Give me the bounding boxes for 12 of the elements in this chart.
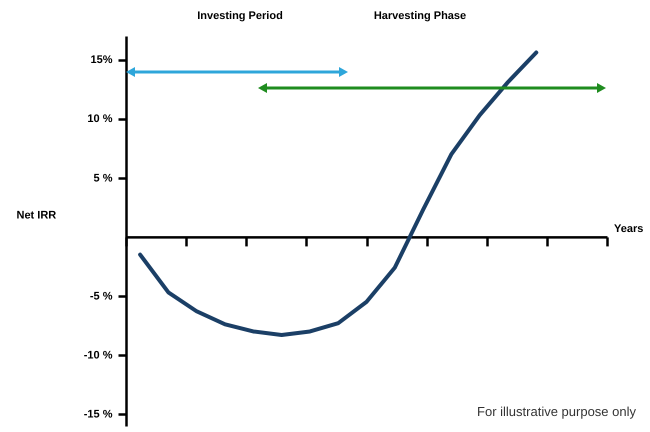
text: Investing Period [197,10,283,22]
y-tick-label: 10 % [87,113,113,126]
text: Harvesting Phase [374,10,466,22]
y-tick-label: -15 % [84,408,113,421]
y-tick-label: 15% [90,54,113,66]
y-tick-label: 5 % [94,172,113,184]
line-series [138,50,538,337]
y-tick-label: -5 % [90,290,113,302]
y-axis-title: Net IRR [16,210,56,222]
annotation: For illustrative purpose only [477,404,636,419]
text: Years [614,223,644,235]
y-tick-label: -10 % [84,350,113,362]
